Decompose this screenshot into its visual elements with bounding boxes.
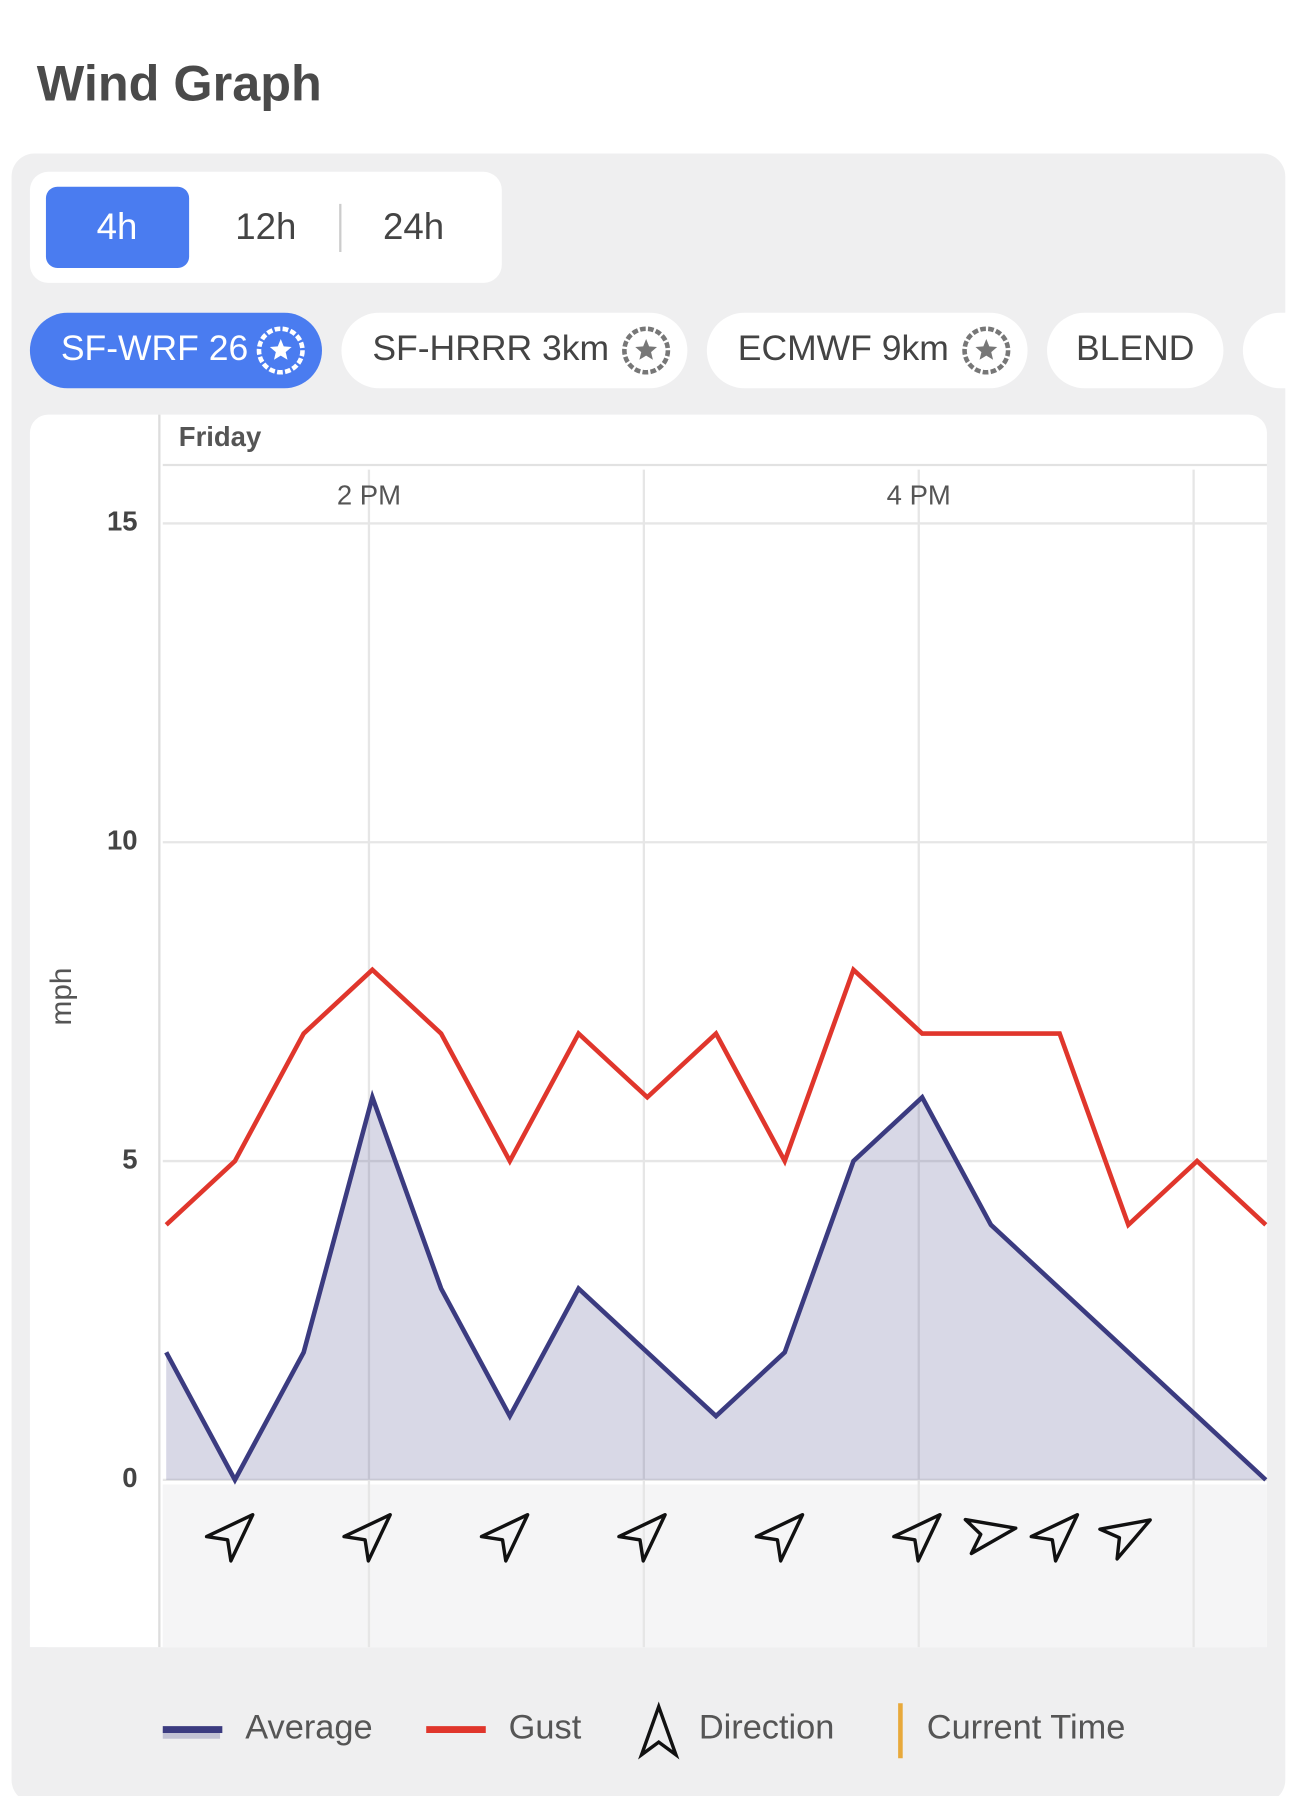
grid <box>162 469 1267 1648</box>
star-icon <box>975 339 998 360</box>
series-line <box>164 1089 1268 1485</box>
pill-bg <box>341 312 688 389</box>
star-badge <box>962 326 1011 375</box>
pill-label: ECMWF 9km <box>738 328 949 368</box>
pill-label: SF-WRF 26 <box>61 328 248 368</box>
series-line <box>164 965 1268 1229</box>
star-badge <box>256 326 305 375</box>
direction-arrow <box>963 1517 1018 1556</box>
tab-label[interactable]: 12h <box>235 206 296 247</box>
direction-arrow <box>479 1513 530 1563</box>
star-badge <box>622 326 671 375</box>
y-tick-label: 15 <box>107 506 138 537</box>
y-tick-label: 10 <box>107 825 138 856</box>
legend-label[interactable]: Average <box>245 1709 372 1747</box>
y-axis-label: mph <box>45 968 78 1026</box>
model-pill[interactable]: ECMWF 9km <box>706 312 1028 389</box>
model-pill[interactable]: SF-WRF 26 <box>29 312 322 389</box>
average-area <box>166 1097 1266 1480</box>
pill-bg <box>1047 312 1224 389</box>
model-pill[interactable]: SF-HRRR 3km <box>341 312 688 389</box>
direction-arrow <box>1029 1513 1080 1563</box>
pill-bg <box>706 312 1028 389</box>
x-tick-label: 4 PM <box>887 479 951 510</box>
y-tick-label: 5 <box>122 1143 137 1174</box>
legend-arrow <box>638 1701 680 1760</box>
direction-arrow <box>617 1513 667 1563</box>
page-title: Wind Graph <box>37 54 322 111</box>
tab-label[interactable]: 4h <box>97 206 138 247</box>
day-label: Friday <box>179 421 262 452</box>
pill-label: SF-HRRR 3km <box>372 328 609 368</box>
legend-label[interactable]: Current Time <box>927 1709 1126 1747</box>
tab-label[interactable]: 24h <box>383 206 444 247</box>
star-icon <box>269 339 292 360</box>
direction-arrow <box>204 1513 255 1563</box>
active-tab <box>45 186 190 269</box>
direction-arrow <box>754 1513 805 1563</box>
direction-band <box>162 1484 1267 1648</box>
model-pill[interactable] <box>1242 312 1298 389</box>
y-tick-label: 0 <box>122 1462 137 1493</box>
chart-card <box>29 414 1267 1648</box>
pill-bg <box>29 312 322 389</box>
legend-label[interactable]: Direction <box>699 1709 835 1747</box>
legend-label[interactable]: Gust <box>509 1709 582 1747</box>
model-pill[interactable]: BLEND <box>1047 312 1224 389</box>
direction-arrow <box>892 1513 942 1563</box>
direction-arrow <box>1098 1518 1152 1561</box>
x-tick-label: 2 PM <box>337 479 401 510</box>
star-icon <box>635 339 658 360</box>
legend-area <box>162 1729 221 1739</box>
direction-arrow <box>342 1513 392 1563</box>
pill-label: BLEND <box>1076 328 1194 368</box>
